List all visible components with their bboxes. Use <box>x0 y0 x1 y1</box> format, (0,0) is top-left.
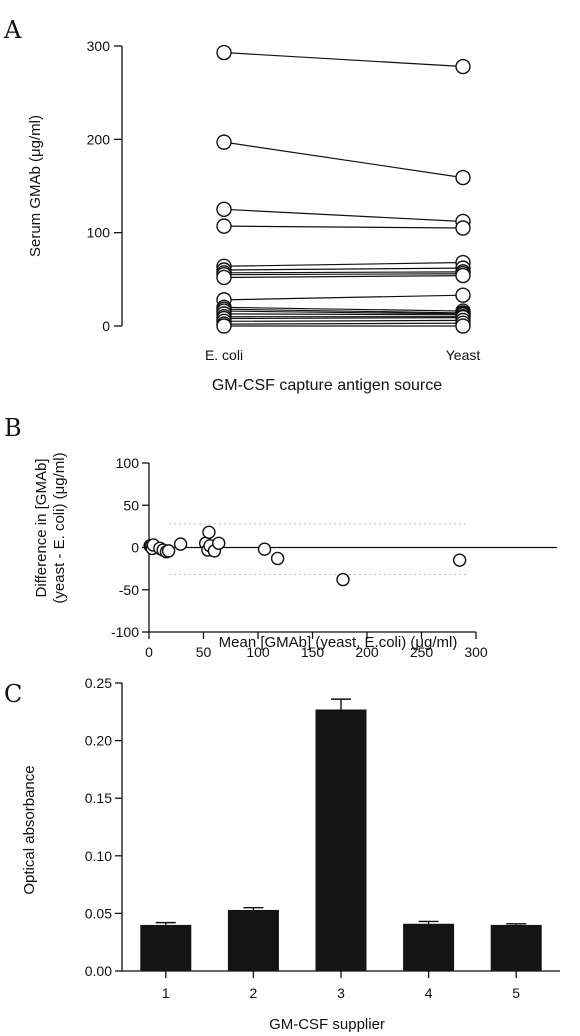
panel-a-pair-line <box>223 322 464 325</box>
panel-a-point <box>216 318 232 334</box>
panel-c-x-tick-label: 3 <box>337 985 345 1001</box>
panel-a-x-tick-label: Yeast <box>446 347 481 363</box>
panel-b-x-tick-label: 300 <box>464 644 488 660</box>
panel-a-pair-line <box>223 310 464 315</box>
panel-a-y-tick-label: 300 <box>87 38 111 54</box>
panel-b-y-tick-label: 50 <box>123 497 139 513</box>
panel-b-x-tick-label: 50 <box>196 644 212 660</box>
panel-c-y-tick-label: 0.05 <box>85 905 112 921</box>
panel-a-pair-line <box>223 306 464 312</box>
panel-a-point <box>455 267 471 284</box>
panel-c-bar <box>315 709 367 971</box>
panel-c-x-tick-label: 1 <box>162 985 170 1001</box>
panel-b-point <box>212 536 226 550</box>
panel-c-bar <box>227 909 279 971</box>
panel-c-xlabel: GM-CSF supplier <box>269 1016 385 1033</box>
panel-b-ylabel-line2: (yeast - E. coli) (μg/ml) <box>51 452 68 603</box>
panel-a-point <box>216 269 232 286</box>
panel-c-bar <box>403 923 455 971</box>
panel-a-pair-line <box>223 319 464 322</box>
panel-a-xlabel: GM-CSF capture antigen source <box>212 377 442 394</box>
panel-a-pair-line <box>223 294 464 301</box>
panel-a-pair-line <box>223 308 464 314</box>
panel-c-y-tick-label: 0.20 <box>85 733 112 749</box>
panel-c-x-tick-label: 4 <box>425 985 433 1001</box>
panel-b-y-tick-label: 100 <box>116 455 140 471</box>
panel-c-chart: C 0.00 0.05 0.10 0.15 0.20 0.25 1 2 3 4 5 Optical … <box>4 675 560 1033</box>
panel-b-ylabel-line1: Difference in [GMAb] <box>33 459 50 598</box>
panel-a-point <box>455 287 471 303</box>
panel-c-x-tick-label: 2 <box>250 985 258 1001</box>
panel-a-y-tick-label: 0 <box>102 318 110 334</box>
panel-b-y-tick-label: 0 <box>131 540 139 556</box>
panel-c-ylabel: Optical absorbance <box>21 765 38 894</box>
panel-b-point <box>257 542 272 556</box>
panel-a-ylabel: Serum GMAb (μg/ml) <box>27 115 44 257</box>
panel-b-point <box>336 572 350 587</box>
panel-b-chart: B -100 -50 0 50 100 0 50 100 150 200 250 300 Differ… <box>4 414 557 660</box>
panel-c-y-tick-label: 0.10 <box>85 848 112 864</box>
panel-a-pair-line <box>223 271 464 274</box>
panel-a-point <box>455 220 471 236</box>
panel-b-x-tick-label: 200 <box>355 644 379 660</box>
panel-b-x-tick-label: 250 <box>410 644 434 660</box>
panel-a-chart: A 0 100 200 300 E. coli Yeast Serum GMAb (μg/… <box>3 16 481 394</box>
panel-a-point <box>216 134 232 150</box>
panel-b-point <box>161 544 176 558</box>
panel-b-y-tick-label: -100 <box>111 624 139 640</box>
panel-c-y-tick-label: 0.25 <box>85 675 112 691</box>
panel-a-pair-line <box>223 225 464 229</box>
panel-a-point <box>455 58 471 75</box>
panel-c-x-tick-label: 5 <box>512 985 520 1001</box>
panel-a-pair-line <box>223 275 464 279</box>
panel-b-point <box>202 525 216 539</box>
panel-b-point <box>452 553 467 567</box>
panel-a-pair-line <box>223 317 464 320</box>
panel-b-x-tick-label: 0 <box>145 644 153 660</box>
panel-a-point <box>216 44 232 61</box>
panel-c-bar <box>140 924 192 971</box>
panel-c-y-tick-label: 0.15 <box>85 790 112 806</box>
panel-a-pair-line <box>223 51 464 68</box>
panel-a-point <box>455 318 471 334</box>
panel-b-x-tick-label: 100 <box>246 644 270 660</box>
panel-b-xlabel: Mean [GMAb] (yeast, E.coli) (μg/ml) <box>219 634 458 651</box>
panel-b-point <box>173 537 188 551</box>
panel-a-point <box>455 169 471 186</box>
panel-a-point <box>216 201 232 218</box>
panel-b-letter: B <box>4 414 22 442</box>
panel-a-y-tick-label: 200 <box>87 131 111 147</box>
panel-a-letter: A <box>3 16 22 44</box>
panel-a-y-tick-label: 100 <box>87 225 111 241</box>
panel-a-pair-line <box>223 313 464 316</box>
panel-a-pair-line <box>223 141 464 179</box>
panel-c-bar <box>490 924 542 971</box>
panel-b-y-tick-label: -50 <box>119 582 139 598</box>
panel-a-pair-line <box>223 208 464 223</box>
panel-a-x-tick-label: E. coli <box>205 347 243 363</box>
panel-a-pair-line <box>223 273 464 276</box>
panel-c-y-tick-label: 0.00 <box>85 963 112 979</box>
panel-c-letter: C <box>4 680 22 708</box>
panel-a-pair-line <box>223 267 464 271</box>
panel-b-point <box>270 551 285 566</box>
panel-a-point <box>216 218 232 234</box>
panel-b-x-tick-label: 150 <box>301 644 325 660</box>
panel-a-pair-line <box>223 261 464 267</box>
